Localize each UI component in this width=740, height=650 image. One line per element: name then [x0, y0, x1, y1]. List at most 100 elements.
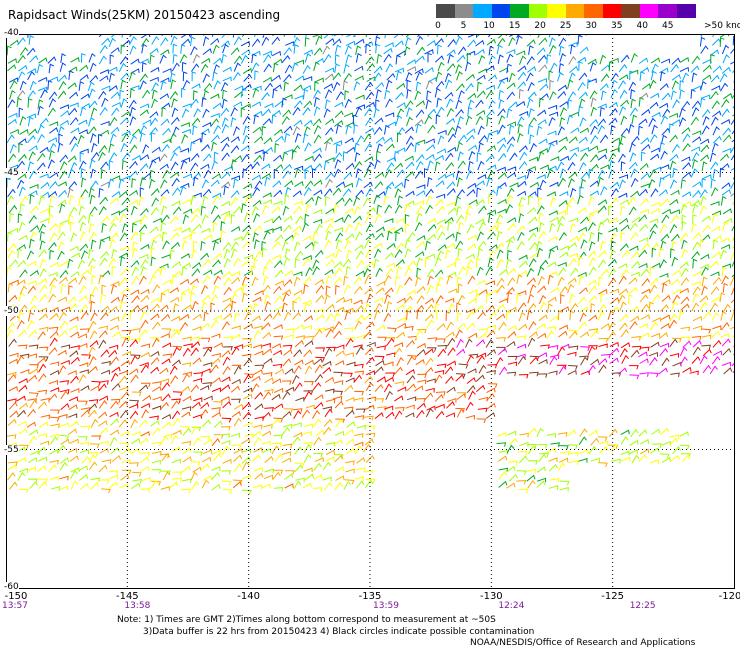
wind-barb [211, 411, 221, 418]
wind-barb [293, 119, 303, 127]
wind-barb [193, 397, 203, 402]
wind-barb [49, 181, 58, 189]
wind-barb [671, 74, 681, 81]
wind-barb [79, 441, 90, 447]
wind-barb [292, 311, 302, 320]
wind-barb [283, 408, 294, 413]
wind-barb [129, 339, 139, 348]
wind-barb [699, 295, 709, 303]
wind-barb [303, 302, 310, 313]
wind-barb [488, 45, 495, 56]
wind-barb [345, 223, 353, 233]
wind-barb [649, 79, 657, 89]
wind-barb [692, 293, 700, 303]
wind-barb [486, 38, 496, 46]
wind-barb [517, 65, 527, 73]
wind-barb [699, 205, 707, 215]
wind-barb [406, 310, 412, 320]
wind-barb [141, 62, 147, 72]
wind-barb [346, 421, 356, 428]
wind-barb [161, 453, 170, 462]
wind-barb [200, 337, 211, 343]
wind-barb [610, 188, 619, 197]
wind-barb [702, 348, 712, 357]
wind-barb [6, 195, 15, 205]
wind-barb [20, 368, 30, 374]
wind-barb [375, 360, 385, 367]
wind-barb [620, 329, 629, 338]
wind-barb [731, 130, 734, 135]
wind-barb [538, 97, 544, 108]
wind-barb [345, 468, 355, 474]
wind-barb [17, 329, 27, 338]
wind-barb [48, 464, 58, 473]
wind-barb [272, 378, 282, 385]
wind-barb [519, 151, 528, 161]
wind-barb [587, 345, 596, 356]
wind-barb [261, 125, 267, 136]
wind-barb [79, 328, 90, 333]
wind-barb [690, 168, 699, 178]
wind-barb [303, 390, 314, 395]
wind-barb [230, 248, 238, 258]
wind-barb [527, 337, 536, 347]
wind-barb [344, 90, 350, 100]
wind-barb [721, 189, 732, 196]
wind-barb [506, 49, 516, 54]
wind-barb [650, 277, 659, 287]
wind-barb [536, 466, 546, 473]
wind-barb [37, 307, 48, 313]
wind-barb [723, 367, 733, 375]
wind-barb [579, 331, 590, 338]
wind-barb [70, 388, 80, 393]
wind-barb [140, 431, 150, 437]
wind-barb [518, 145, 528, 153]
wind-barb [88, 223, 95, 233]
wind-barb [303, 164, 313, 172]
wind-barb [659, 141, 665, 152]
wind-barb [139, 456, 150, 464]
wind-barb [720, 244, 731, 250]
wind-barb [130, 58, 140, 65]
wind-barb [323, 83, 334, 90]
wind-barb [233, 178, 239, 188]
wind-barb [121, 152, 131, 161]
wind-barb [406, 355, 415, 365]
wind-barb [476, 384, 486, 392]
wind-barb [335, 360, 345, 366]
wind-barb [639, 208, 650, 214]
wind-barb [243, 183, 253, 190]
wind-barb [67, 428, 78, 436]
wind-barb [648, 301, 654, 312]
wind-barb [302, 482, 312, 489]
wind-barb [172, 226, 182, 232]
wind-barb [98, 420, 108, 427]
wind-barb [498, 480, 508, 488]
wind-barb [691, 151, 700, 162]
wind-barb [170, 316, 181, 322]
wind-barb [192, 53, 200, 64]
wind-barb [485, 84, 496, 90]
wind-barb [231, 276, 241, 285]
wind-barb [344, 479, 355, 485]
wind-barb [28, 435, 37, 445]
wind-barb [253, 225, 263, 234]
wind-barb [394, 40, 404, 48]
wind-barb [651, 317, 662, 323]
wind-barb [28, 344, 39, 350]
wind-barb [621, 249, 631, 258]
wind-barb [691, 281, 701, 286]
wind-barb [537, 332, 547, 339]
wind-barb [659, 177, 665, 187]
wind-barb [345, 460, 355, 466]
wind-barb [548, 44, 557, 55]
wind-barb [485, 293, 491, 304]
wind-barb [139, 187, 145, 197]
wind-barb [294, 165, 304, 171]
wind-barb [139, 80, 147, 90]
wind-barb [210, 37, 220, 46]
wind-barb [79, 148, 89, 154]
wind-barb [546, 447, 557, 453]
wind-barb [549, 216, 559, 223]
wind-barb [69, 470, 78, 479]
